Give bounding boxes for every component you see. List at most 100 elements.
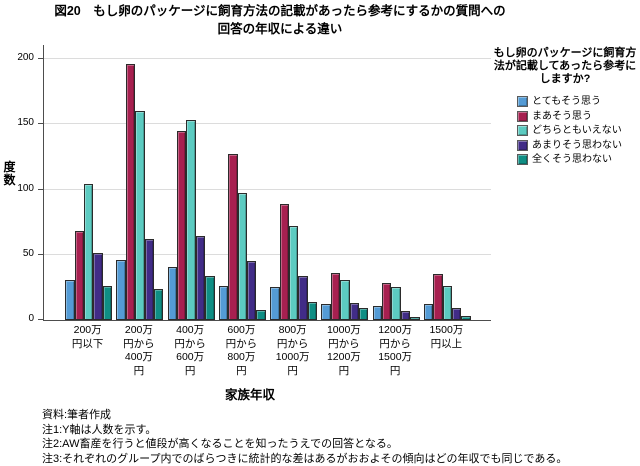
legend-swatch-icon [517, 110, 528, 122]
y-tick-label: 50 [22, 247, 34, 259]
x-axis-labels: 200万 円以下 200万 円から 400万 円 400万 円から 600万 円 60… [43, 324, 490, 378]
legend-item-label: とてもそう思う [532, 96, 601, 107]
x-tick-label: 800万 円から 1000万 円 [275, 324, 310, 377]
bar-group [114, 45, 165, 320]
bar [195, 236, 206, 320]
y-tick-label: 200 [17, 52, 34, 63]
bar [423, 304, 434, 320]
y-gridline [44, 188, 491, 190]
bar-group [63, 45, 114, 320]
y-tick [38, 58, 43, 59]
bar [270, 287, 280, 320]
legend: もし卵のパッケージに飼育方 法が記載してあったら参考に しますか? とてもそう思… [490, 47, 640, 169]
legend-title: もし卵のパッケージに飼育方 法が記載してあったら参考に しますか? [493, 47, 637, 85]
y-axis: 0 50 100 150 200 [0, 45, 43, 324]
bar [144, 239, 154, 320]
bar [135, 111, 145, 320]
bar-groups [44, 45, 491, 320]
bar [400, 310, 411, 320]
legend-swatch-icon [517, 154, 528, 166]
bar [256, 309, 266, 320]
legend-item: どちらともいえない [517, 125, 640, 137]
bar [247, 261, 257, 320]
bar [372, 305, 383, 320]
bar [186, 120, 196, 320]
source-notes: 資料:筆者作成 注1:Y軸は人数を示す。 注2:AW畜産を行うと値段が高くなるこ… [42, 408, 567, 466]
bar [153, 288, 164, 320]
legend-item-label: どちらともいえない [532, 125, 622, 136]
x-tick-label: 200万 円以下 [71, 324, 104, 350]
bar-group [217, 45, 268, 320]
bar [218, 286, 229, 320]
legend-item-label: 全くそう思わない [532, 154, 612, 165]
note-3: 注3:それぞれのグループ内でのばらつきに統計的な差はあるがおおよその傾向はどの年… [42, 452, 568, 465]
bar [307, 301, 318, 320]
y-tick [38, 319, 43, 320]
legend-item: とてもそう思う [517, 96, 640, 108]
legend-item: あまりそう思わない [517, 140, 640, 152]
y-tick-label: 0 [28, 313, 34, 324]
bar [228, 154, 238, 320]
bar [349, 303, 359, 320]
bar [452, 308, 462, 320]
bar [321, 304, 331, 320]
bar-group [422, 45, 473, 320]
x-tick-label: 1500万 円以上 [429, 324, 464, 350]
chart-plot-area [43, 45, 491, 321]
note-2: 注2:AW畜産を行うと値段が高くなることを知ったうえでの回答となる。 [42, 438, 398, 451]
bar [65, 279, 75, 320]
bar [288, 226, 299, 320]
x-tick-label: 200万 円から 400万 円 [123, 324, 155, 377]
y-gridline [44, 123, 491, 125]
bar [340, 279, 350, 320]
y-tick-label: 100 [17, 182, 34, 194]
y-tick [38, 188, 43, 190]
x-tick-label: 1200万 円から 1500万 円 [378, 324, 413, 377]
bar-group [268, 45, 319, 320]
bar-group [166, 45, 217, 320]
bar [442, 286, 453, 320]
x-axis-title: 家族年収 [224, 388, 275, 402]
bar [125, 64, 136, 320]
x-tick-label: 400万 円から 600万 円 [174, 324, 206, 377]
legend-item-label: あまりそう思わない [532, 139, 622, 151]
bar [74, 231, 84, 320]
legend-item: 全くそう思わない [517, 154, 640, 166]
y-tick [38, 253, 43, 255]
legend-swatch-icon [517, 125, 528, 137]
x-tick-label: 600万 円から 800万 円 [225, 324, 258, 377]
y-tick-label: 150 [17, 117, 34, 129]
bar [116, 259, 126, 320]
x-tick-label: 1000万 円から 1200万 円 [326, 324, 361, 377]
bar [279, 203, 289, 320]
legend-item: まあそう思う [517, 111, 640, 123]
bar [382, 283, 392, 320]
note-1: 注1:Y軸は人数を示す。 [42, 423, 157, 436]
note-source: 資料:筆者作成 [42, 409, 112, 421]
bar [167, 266, 178, 320]
y-tick [38, 123, 43, 125]
bar [205, 275, 215, 320]
bar [461, 316, 471, 320]
bar-group [319, 45, 370, 320]
y-gridline [44, 253, 491, 255]
y-gridline [44, 58, 491, 59]
bar-group [371, 45, 422, 320]
bar [237, 193, 248, 320]
chart-title: 図20 もし卵のパッケージに飼育方法の記載があったら参考にするかの質問への 回答… [0, 3, 560, 38]
bar [102, 286, 113, 320]
bar [433, 274, 443, 320]
chart-title-line1: 図20 もし卵のパッケージに飼育方法の記載があったら参考にするかの質問への [54, 4, 506, 18]
chart-title-line2: 回答の年収による違い [217, 21, 343, 36]
bar [298, 275, 308, 320]
bar [391, 287, 401, 320]
legend-items: とてもそう思うまあそう思う どちらともいえない あまりそう思わない 全くそう思わない [490, 96, 640, 166]
bar [83, 184, 94, 320]
y-axis-title: 度数 [3, 160, 16, 187]
bar [93, 253, 103, 320]
bar [330, 273, 341, 320]
bar [358, 308, 369, 320]
bar [410, 317, 420, 320]
legend-swatch-icon [517, 139, 528, 151]
